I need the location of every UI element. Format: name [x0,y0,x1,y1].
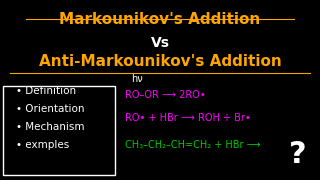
Text: RO–OR ⟶ 2RO•: RO–OR ⟶ 2RO• [125,90,205,100]
Text: Anti-Markounikov's Addition: Anti-Markounikov's Addition [39,54,281,69]
Text: • Definition: • Definition [16,86,76,96]
Text: Vs: Vs [150,36,170,50]
Text: RO• + HBr ⟶ ROH + Br•: RO• + HBr ⟶ ROH + Br• [125,113,251,123]
Text: • Mechanism: • Mechanism [16,122,84,132]
Text: • exmples: • exmples [16,140,69,150]
Text: CH₃–CH₂–CH=CH₂ + HBr ⟶: CH₃–CH₂–CH=CH₂ + HBr ⟶ [125,140,260,150]
Text: hν: hν [131,74,143,84]
Text: Markounikov's Addition: Markounikov's Addition [60,12,260,27]
Text: • Orientation: • Orientation [16,104,84,114]
Text: ?: ? [289,140,307,169]
